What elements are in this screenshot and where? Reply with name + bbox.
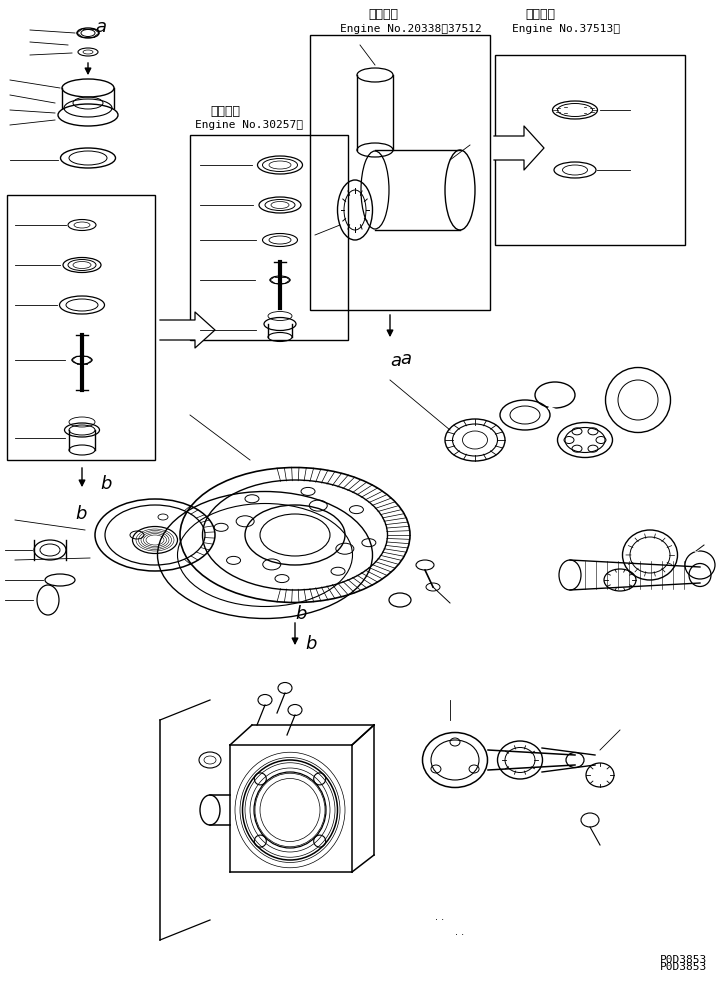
Text: 適用号機: 適用号機: [210, 105, 240, 118]
Text: P0D3853: P0D3853: [660, 955, 707, 965]
Bar: [495, 55, 685, 245]
Text: b: b: [100, 475, 111, 493]
Text: b: b: [75, 505, 86, 523]
Bar: [310, 35, 490, 310]
Text: 適用号機: 適用号機: [525, 8, 555, 21]
Text: . .: . .: [435, 912, 444, 922]
Text: . .: . .: [455, 927, 464, 937]
Bar: [7, 195, 155, 460]
Text: a: a: [95, 18, 106, 36]
Text: Engine No.30257～: Engine No.30257～: [195, 120, 303, 130]
Polygon shape: [494, 126, 544, 170]
Text: b: b: [305, 635, 317, 653]
Polygon shape: [160, 312, 215, 348]
Text: a: a: [400, 350, 411, 368]
Text: Engine No.37513～: Engine No.37513～: [512, 24, 620, 34]
Bar: [190, 135, 348, 340]
Text: Engine No.20338～37512: Engine No.20338～37512: [340, 24, 482, 34]
Text: a: a: [390, 352, 401, 370]
Text: b: b: [295, 605, 307, 623]
Text: P0D3853: P0D3853: [660, 962, 707, 972]
Text: 適用号機: 適用号機: [368, 8, 398, 21]
